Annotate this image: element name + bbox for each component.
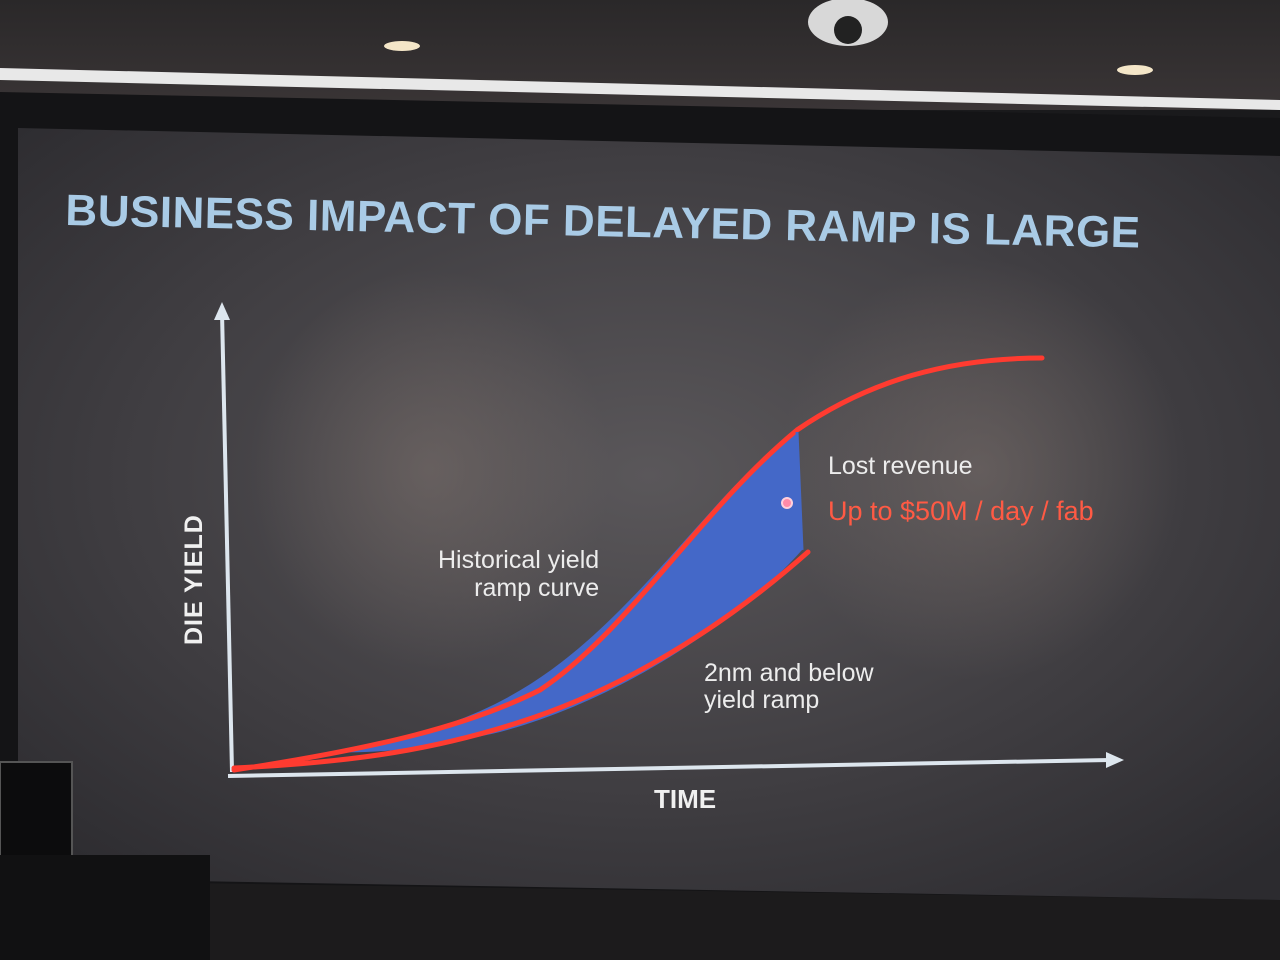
light-strip xyxy=(0,68,1280,110)
historical-curve-annotation: Historical yield ramp curve xyxy=(438,546,599,602)
y-axis xyxy=(220,311,234,773)
ceiling-light xyxy=(1117,65,1153,75)
laser-pointer-dot xyxy=(781,497,793,509)
annotation-line: Historical yield xyxy=(438,546,600,574)
lost-revenue-label: Lost revenue xyxy=(828,452,973,480)
divider-line xyxy=(795,431,804,551)
annotation-line: ramp curve xyxy=(474,574,600,602)
annotation-line: 2nm and below xyxy=(704,659,874,687)
historical-yield-curve xyxy=(231,355,1045,773)
below-2nm-yield-curve xyxy=(231,549,811,771)
monitor xyxy=(0,761,73,863)
x-axis-label: TIME xyxy=(654,784,717,814)
y-axis-arrow xyxy=(214,302,230,320)
y-axis-label: DIE YIELD xyxy=(180,514,208,645)
revenue-amount-label: Up to $50M / day / fab xyxy=(828,496,1094,526)
below-2nm-annotation: 2nm and below yield ramp xyxy=(704,660,874,714)
spotlight-glare xyxy=(780,260,1180,680)
x-axis xyxy=(227,758,1111,778)
lectern xyxy=(0,855,210,960)
annotation-line: yield ramp xyxy=(704,686,820,714)
spotlight-glare xyxy=(250,270,610,670)
x-axis-arrow xyxy=(1106,752,1124,768)
camera-lens xyxy=(834,16,862,44)
lost-revenue-area xyxy=(330,430,802,753)
stage-floor xyxy=(0,880,1280,960)
ceiling-light xyxy=(384,41,420,51)
